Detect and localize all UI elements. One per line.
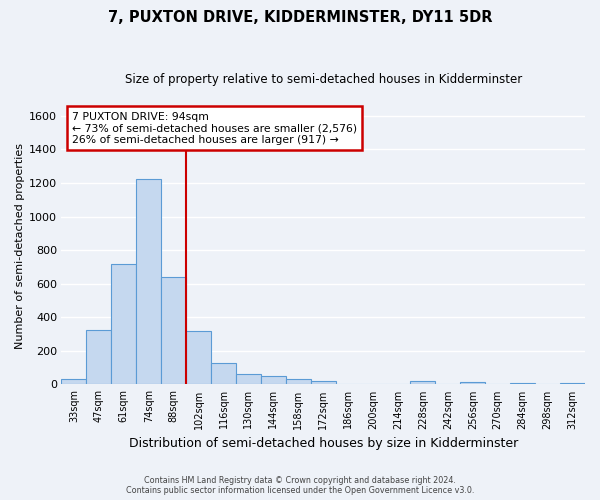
- Text: Contains HM Land Registry data © Crown copyright and database right 2024.
Contai: Contains HM Land Registry data © Crown c…: [126, 476, 474, 495]
- Text: 7 PUXTON DRIVE: 94sqm
← 73% of semi-detached houses are smaller (2,576)
26% of s: 7 PUXTON DRIVE: 94sqm ← 73% of semi-deta…: [72, 112, 357, 145]
- Bar: [510, 383, 535, 384]
- Bar: [161, 277, 186, 384]
- Bar: [410, 381, 436, 384]
- Bar: [136, 179, 161, 384]
- Bar: [236, 374, 261, 384]
- Bar: [460, 382, 485, 384]
- Bar: [311, 381, 335, 384]
- X-axis label: Distribution of semi-detached houses by size in Kidderminster: Distribution of semi-detached houses by …: [128, 437, 518, 450]
- Bar: [211, 364, 236, 384]
- Bar: [86, 330, 112, 384]
- Bar: [261, 376, 286, 384]
- Bar: [560, 383, 585, 384]
- Bar: [286, 380, 311, 384]
- Y-axis label: Number of semi-detached properties: Number of semi-detached properties: [15, 143, 25, 349]
- Text: 7, PUXTON DRIVE, KIDDERMINSTER, DY11 5DR: 7, PUXTON DRIVE, KIDDERMINSTER, DY11 5DR: [108, 10, 492, 25]
- Bar: [186, 330, 211, 384]
- Bar: [61, 380, 86, 384]
- Bar: [112, 264, 136, 384]
- Title: Size of property relative to semi-detached houses in Kidderminster: Size of property relative to semi-detach…: [125, 72, 522, 86]
